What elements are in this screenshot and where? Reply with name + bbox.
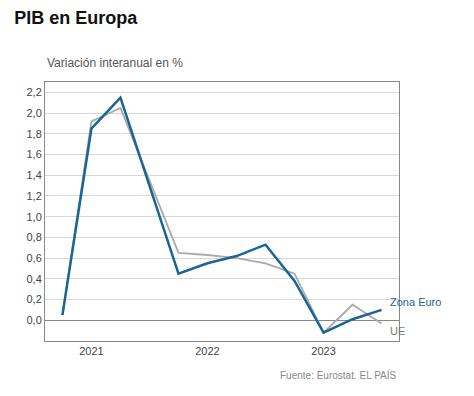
svg-text:1,2: 1,2	[27, 190, 42, 202]
svg-text:2,2: 2,2	[27, 86, 42, 98]
svg-text:0,8: 0,8	[27, 231, 42, 243]
svg-text:0,2: 0,2	[27, 293, 42, 305]
svg-text:2022: 2022	[195, 345, 219, 357]
svg-text:1,0: 1,0	[27, 211, 42, 223]
svg-text:1,6: 1,6	[27, 148, 42, 160]
svg-text:1,8: 1,8	[27, 128, 42, 140]
svg-text:2021: 2021	[79, 345, 103, 357]
svg-text:Variación interanual en %: Variación interanual en %	[47, 56, 183, 70]
svg-text:2023: 2023	[311, 345, 335, 357]
svg-text:1,4: 1,4	[27, 169, 42, 181]
svg-text:PIB en Europa: PIB en Europa	[14, 8, 138, 28]
svg-text:Zona Euro: Zona Euro	[390, 296, 441, 308]
svg-text:Fuente: Eurostat. EL PAÍS: Fuente: Eurostat. EL PAÍS	[280, 369, 397, 381]
svg-text:0,4: 0,4	[27, 273, 42, 285]
svg-text:0,0: 0,0	[27, 314, 42, 326]
svg-text:2,0: 2,0	[27, 107, 42, 119]
svg-text:UE: UE	[390, 325, 405, 337]
svg-text:0,6: 0,6	[27, 252, 42, 264]
